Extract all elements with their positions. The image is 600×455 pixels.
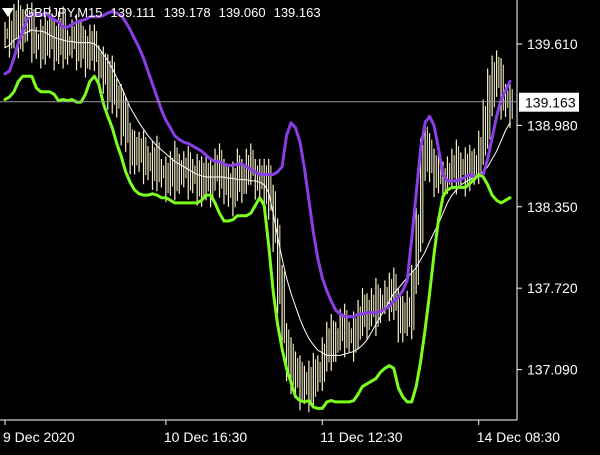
high-value: 139.178 [163, 4, 211, 20]
symbol-label: GBPJPY,M15 [24, 4, 103, 20]
x-tick-label: 11 Dec 12:30 [320, 429, 402, 445]
low-value: 139.060 [218, 4, 266, 20]
open-value: 139.111 [110, 4, 156, 20]
lower-band-line [3, 74, 512, 410]
upper-band-line [3, 10, 512, 319]
y-tick-label: 138.980 [527, 117, 578, 133]
x-tick-label: 9 Dec 2020 [3, 429, 75, 445]
y-tick-label: 139.610 [527, 36, 578, 52]
y-tick-label: 138.350 [527, 199, 578, 215]
middle-band-line [4, 29, 511, 356]
x-tick-label: 10 Dec 16:30 [164, 429, 247, 445]
current-price-badge: 139.163 [519, 92, 579, 112]
x-tick-label: 14 Dec 08:30 [477, 429, 560, 445]
dropdown-triangle-icon[interactable] [2, 7, 14, 17]
y-tick-label: 137.720 [527, 280, 578, 296]
y-tick-label: 137.090 [527, 362, 578, 378]
close-value: 139.163 [273, 4, 321, 20]
current-price-label: 139.163 [525, 95, 576, 111]
chart-header: GBPJPY,M15 139.111 139.178 139.060 139.1… [2, 2, 321, 22]
current-price-box [519, 92, 579, 112]
